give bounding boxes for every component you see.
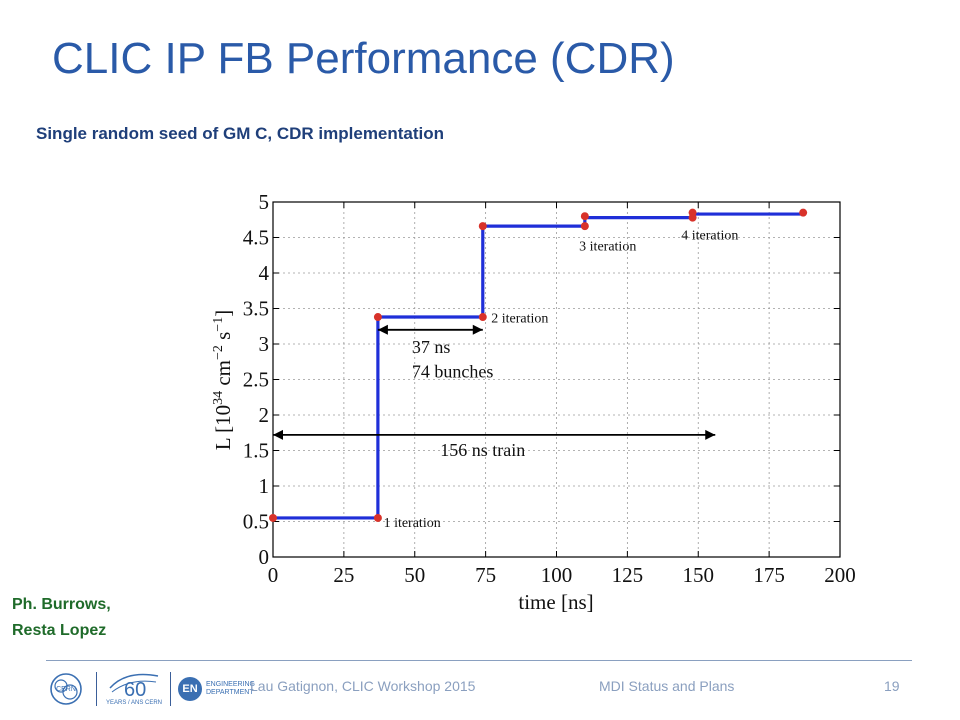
luminosity-chart: 0 25 50 75 100 125 150 175 200 0 0.5 1 1.5 2 2.5 3 3.5 4 4… (211, 190, 856, 614)
data-point (478, 313, 487, 322)
data-point (269, 513, 277, 522)
chart-annotation: 1 iteration (384, 516, 441, 531)
y-tick-label: 1 (259, 474, 270, 498)
en-badge-icon: EN (178, 677, 202, 701)
x-tick-label: 150 (683, 563, 715, 587)
slide-subtitle: Single random seed of GM C, CDR implemen… (36, 124, 445, 143)
y-tick-label: 0 (259, 545, 270, 569)
x-tick-label: 200 (824, 563, 856, 587)
sixty-years-logo: 60 YEARS / ANS CERN (106, 668, 162, 710)
data-point (580, 212, 589, 221)
y-tick-label: 3.5 (243, 297, 269, 321)
cern-logo: CERN (48, 668, 84, 710)
y-tick-label: 4 (259, 261, 270, 285)
x-tick-label: 0 (268, 563, 279, 587)
y-axis-label: L [1034 cm−2 s−1] (211, 310, 235, 450)
x-axis-label: time [ns] (518, 590, 593, 614)
en-department-text: ENGINEERING DEPARTMENT (206, 681, 256, 696)
data-point (580, 222, 589, 231)
chart-annotation: 4 iteration (681, 229, 738, 244)
y-tick-label: 2 (259, 403, 270, 427)
chart-annotation: 74 bunches (412, 361, 493, 381)
data-point (373, 313, 382, 322)
svg-text:60: 60 (124, 679, 146, 700)
x-tick-label: 125 (612, 563, 644, 587)
x-tick-label: 75 (475, 563, 496, 587)
chart-axes: 0 25 50 75 100 125 150 175 200 0 0.5 1 1.5 2 2.5 3 3.5 4 4… (243, 190, 856, 587)
x-tick-label: 50 (404, 563, 425, 587)
y-tick-label: 1.5 (243, 439, 269, 463)
footer-talk-title: MDI Status and Plans (599, 678, 735, 694)
chart-grid (273, 202, 840, 557)
logo-separator-2 (170, 672, 171, 706)
chart-series (269, 208, 808, 522)
credit-line-1: Ph. Burrows, (12, 596, 111, 613)
sixty-years-caption: YEARS / ANS CERN (106, 700, 163, 706)
arrow-head-right (705, 429, 716, 440)
arrow-head-left (377, 324, 388, 335)
data-point (799, 208, 808, 217)
chart-annotation: 37 ns (412, 337, 451, 357)
footer-author: Lau Gatignon, CLIC Workshop 2015 (250, 678, 476, 694)
svg-text:CERN: CERN (56, 686, 76, 693)
data-point (688, 208, 697, 217)
y-tick-label: 3 (259, 332, 270, 356)
arrow-head-left (273, 429, 283, 440)
chart-annotation: 3 iteration (579, 239, 636, 254)
y-tick-label: 0.5 (243, 510, 269, 534)
x-tick-label: 25 (333, 563, 354, 587)
chart-annotation: 156 ns train (440, 440, 525, 460)
en-department-logo: EN ENGINEERING DEPARTMENT (178, 668, 255, 710)
data-point (478, 222, 487, 231)
author-credit: Ph. Burrows, Resta Lopez (12, 592, 111, 644)
sixty-years-icon: 60 (109, 673, 159, 700)
slide-title: CLIC IP FB Performance (CDR) (52, 34, 675, 83)
y-tick-label: 4.5 (243, 226, 269, 250)
chart-annotation: 2 iteration (491, 312, 548, 327)
credit-line-2: Resta Lopez (12, 622, 107, 639)
y-tick-label: 2.5 (243, 368, 269, 392)
y-tick-label: 5 (259, 190, 270, 214)
chart-annotations: 1 iteration 2 iteration 3 iteration 4 itera… (273, 229, 738, 531)
footer-divider (46, 660, 912, 661)
data-point (373, 513, 382, 522)
x-tick-label: 175 (753, 563, 785, 587)
logo-separator-1 (96, 672, 97, 706)
footer-page-number: 19 (884, 678, 900, 694)
luminosity-line (273, 212, 804, 520)
x-tick-label: 100 (541, 563, 573, 587)
arrow-head-right (472, 324, 483, 335)
cern-logo-icon: CERN (50, 673, 82, 705)
